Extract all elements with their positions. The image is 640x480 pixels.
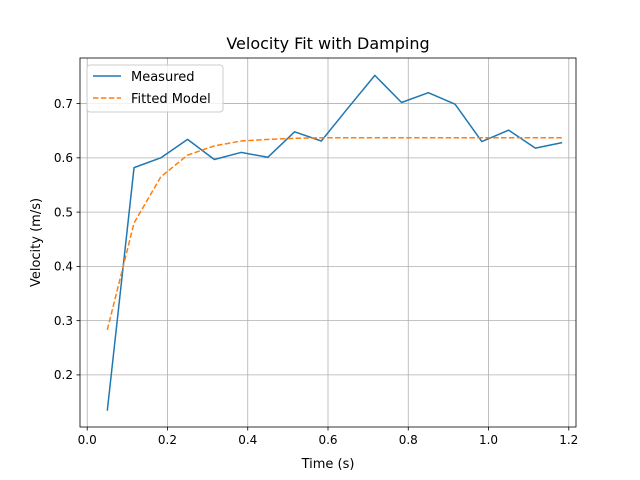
x-tick-label: 0.6 (318, 433, 337, 447)
series-line-measured (106, 74, 563, 411)
x-tick-label: 0.8 (399, 433, 418, 447)
series-line-fitted-model (106, 137, 563, 331)
axis-ticks: 0.0 0.2 0.4 0.6 0.8 1.0 1.2 0.2 0.3 0.4 0.5 0.6 0.7 (54, 97, 578, 447)
y-axis-label: Velocity (m/s) (29, 198, 44, 287)
chart-title: Velocity Fit with Damping (226, 34, 429, 53)
x-tick-label: 0.2 (158, 433, 177, 447)
x-tick-label: 1.2 (559, 433, 578, 447)
x-tick-label: 1.0 (479, 433, 498, 447)
grid (80, 58, 576, 427)
x-axis-label: Time (s) (301, 457, 355, 472)
legend: Measured Fitted Model (86, 64, 224, 113)
y-tick-label: 0.2 (54, 368, 73, 382)
y-tick-label: 0.3 (54, 314, 73, 328)
legend-label-measured: Measured (131, 70, 195, 85)
x-tick-label: 0.4 (238, 433, 257, 447)
y-tick-label: 0.5 (54, 205, 73, 219)
plot-series (106, 74, 563, 411)
legend-label-fitted-model: Fitted Model (131, 92, 211, 107)
y-tick-label: 0.7 (54, 97, 73, 111)
y-tick-label: 0.4 (54, 260, 73, 274)
x-tick-label: 0.0 (78, 433, 97, 447)
y-tick-label: 0.6 (54, 151, 73, 165)
